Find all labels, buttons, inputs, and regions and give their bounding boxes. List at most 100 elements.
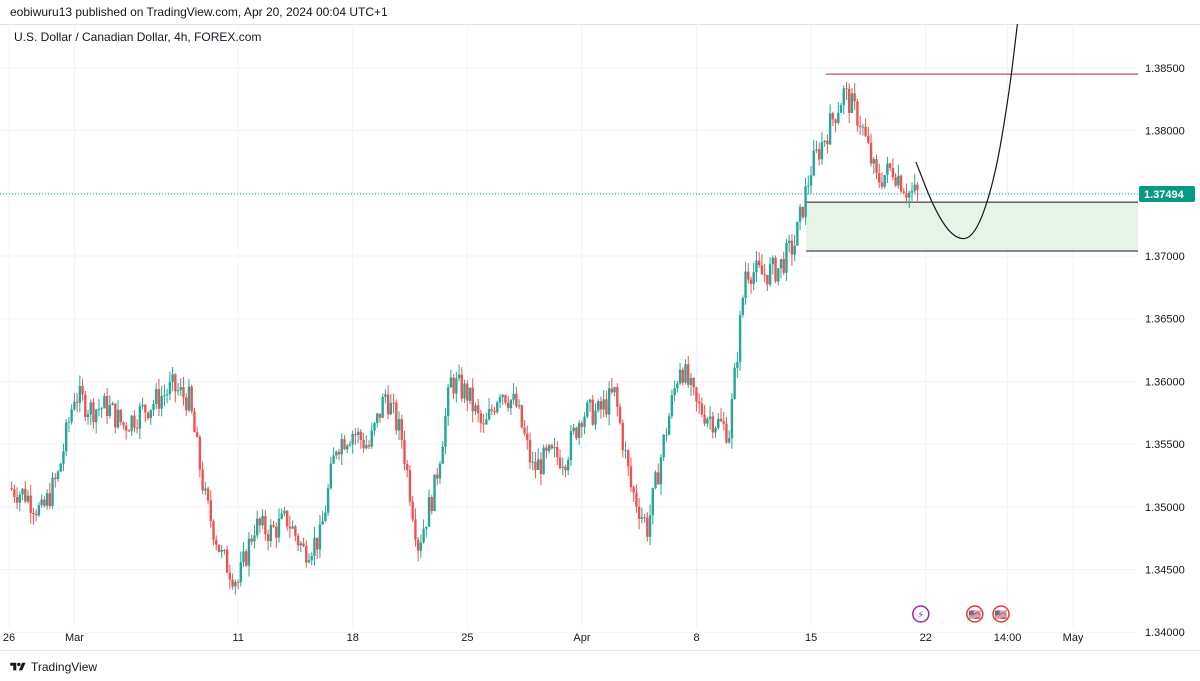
- candle-body: [493, 410, 496, 413]
- symbol-title[interactable]: U.S. Dollar / Canadian Dollar, 4h, FOREX…: [14, 30, 262, 44]
- candle-body: [828, 113, 832, 145]
- candle-body: [455, 378, 458, 394]
- candle-body: [599, 401, 603, 410]
- time-tick-label: 14:00: [994, 632, 1022, 644]
- candle-body: [291, 526, 294, 529]
- candle-body: [812, 150, 815, 176]
- candle-body: [496, 402, 499, 413]
- candle-body: [539, 459, 543, 475]
- candle-body: [296, 535, 300, 546]
- candle-body: [665, 434, 668, 436]
- time-tick-label: 8: [693, 632, 699, 644]
- candle-body: [346, 445, 349, 450]
- candle-body: [850, 93, 854, 113]
- candle-body: [845, 88, 848, 90]
- candle-body: [452, 377, 455, 394]
- candle-body: [217, 544, 221, 552]
- candle-body: [509, 399, 513, 409]
- time-tick-label: Mar: [65, 632, 84, 644]
- candle-body: [588, 399, 592, 403]
- candle-body: [348, 444, 352, 446]
- candle-body: [613, 387, 616, 393]
- price-axis[interactable]: 1.385001.380001.375001.370001.365001.360…: [1139, 63, 1195, 639]
- time-axis[interactable]: 26 Mar 11 18 25 Apr 8 15 22 14:00 May: [3, 632, 1084, 644]
- candle-body: [798, 206, 802, 222]
- candle-body: [201, 469, 204, 491]
- candle-body: [793, 245, 796, 255]
- candle-body: [796, 221, 799, 246]
- candle-body: [114, 403, 117, 428]
- candle-body: [51, 477, 54, 507]
- price-tick-label: 1.36500: [1145, 314, 1185, 326]
- candle-body: [766, 274, 769, 285]
- candle-body: [285, 510, 289, 527]
- candle-body: [269, 525, 273, 542]
- candle-body: [605, 399, 608, 415]
- candle-body: [457, 374, 461, 379]
- candle-body: [436, 474, 439, 479]
- candle-body: [736, 362, 739, 368]
- candle-body: [534, 461, 537, 471]
- candle-body: [738, 315, 742, 363]
- candle-body: [105, 395, 109, 417]
- candle-body: [130, 415, 133, 432]
- candle-body: [531, 461, 534, 463]
- candle-body: [867, 135, 870, 143]
- candle-body: [760, 265, 764, 275]
- candle-body: [763, 274, 766, 276]
- candle-body: [78, 385, 82, 403]
- candle-body: [419, 542, 423, 551]
- price-tick-label: 1.35500: [1145, 439, 1185, 451]
- candle-body: [152, 404, 155, 410]
- candle-body: [392, 402, 395, 404]
- candle-body: [351, 434, 354, 445]
- candle-body: [575, 427, 578, 439]
- candle-body: [526, 433, 529, 440]
- candle-body: [566, 460, 570, 471]
- candle-body: [624, 450, 627, 452]
- candle-body: [482, 423, 485, 425]
- candle-body: [520, 405, 524, 428]
- candle-body: [48, 493, 52, 507]
- candle-body: [56, 471, 60, 480]
- candle-body: [774, 257, 777, 282]
- candle-body: [406, 463, 409, 471]
- candle-body: [381, 396, 384, 418]
- candle-body: [37, 505, 41, 516]
- candle-body: [318, 524, 322, 550]
- candle-body: [247, 538, 251, 566]
- candle-body: [474, 405, 477, 412]
- candle-body: [908, 192, 911, 198]
- candle-body: [733, 367, 736, 399]
- candle-body: [92, 402, 95, 423]
- candle-body: [627, 450, 630, 467]
- candle-body: [558, 457, 562, 468]
- price-tick-label: 1.35000: [1145, 502, 1185, 514]
- grid: [0, 24, 1138, 633]
- candle-body: [250, 538, 253, 542]
- candle-body: [389, 402, 393, 415]
- candle-body: [654, 472, 657, 488]
- candle-body: [550, 445, 554, 449]
- candle-body: [787, 240, 791, 243]
- candle-body: [40, 499, 43, 506]
- candle-body: [370, 430, 373, 447]
- tradingview-logo-icon: [10, 662, 26, 671]
- candle-body: [790, 240, 794, 255]
- candle-body: [343, 439, 346, 450]
- candle-body: [45, 493, 49, 506]
- candle-body: [220, 549, 223, 552]
- candle-body: [777, 268, 780, 282]
- candle-body: [32, 512, 35, 514]
- footer[interactable]: TradingView: [10, 657, 97, 677]
- candle-body: [59, 463, 62, 472]
- candle-body: [878, 173, 881, 183]
- candle-body: [190, 386, 193, 412]
- candle-body: [706, 418, 709, 424]
- candle-body: [597, 401, 600, 411]
- candle-body: [174, 374, 177, 392]
- candle-body: [553, 447, 556, 449]
- candle-body: [749, 279, 753, 284]
- candle-body: [223, 549, 226, 551]
- price-chart[interactable]: 1.385001.380001.375001.370001.365001.360…: [0, 0, 1200, 651]
